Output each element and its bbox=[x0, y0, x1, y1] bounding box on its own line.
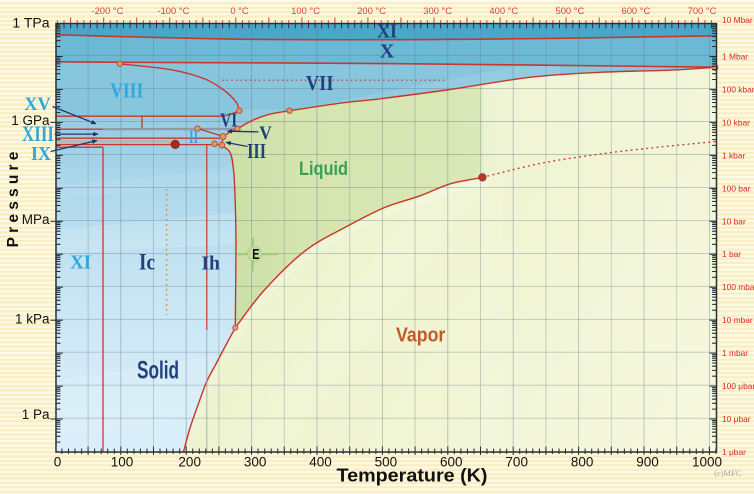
svg-text:Liquid: Liquid bbox=[299, 158, 348, 180]
svg-text:Temperature (K): Temperature (K) bbox=[337, 466, 488, 486]
svg-text:MPa: MPa bbox=[22, 212, 50, 227]
svg-text:100 bar: 100 bar bbox=[722, 183, 751, 193]
svg-text:Ih: Ih bbox=[201, 253, 220, 275]
svg-text:V: V bbox=[259, 124, 272, 144]
svg-text:Pressure: Pressure bbox=[5, 147, 22, 247]
svg-text:Ic: Ic bbox=[139, 250, 155, 275]
svg-text:1 kbar: 1 kbar bbox=[722, 150, 745, 160]
svg-text:XI: XI bbox=[377, 21, 397, 43]
svg-text:1 Mbar: 1 Mbar bbox=[722, 52, 748, 62]
svg-text:10 kbar: 10 kbar bbox=[722, 117, 750, 127]
svg-text:Solid: Solid bbox=[137, 358, 179, 385]
svg-text:200: 200 bbox=[178, 455, 201, 470]
svg-text:1 GPa: 1 GPa bbox=[11, 113, 50, 128]
svg-text:E: E bbox=[252, 247, 259, 263]
svg-text:700: 700 bbox=[505, 455, 528, 470]
svg-text:-200 °C: -200 °C bbox=[91, 5, 123, 16]
svg-text:300: 300 bbox=[244, 455, 267, 470]
svg-text:1 bar: 1 bar bbox=[722, 249, 741, 259]
svg-text:1 TPa: 1 TPa bbox=[12, 15, 49, 31]
svg-text:Vapor: Vapor bbox=[396, 325, 445, 347]
svg-text:400: 400 bbox=[309, 455, 332, 470]
svg-text:-100 °C: -100 °C bbox=[157, 5, 189, 16]
svg-text:600: 600 bbox=[440, 455, 463, 470]
svg-text:III: III bbox=[247, 139, 266, 163]
svg-text:1 Pa: 1 Pa bbox=[22, 407, 50, 422]
svg-text:900: 900 bbox=[636, 455, 659, 470]
svg-text:100 μbar: 100 μbar bbox=[722, 381, 754, 391]
svg-text:10 Mbar: 10 Mbar bbox=[722, 15, 753, 25]
svg-text:XIII: XIII bbox=[22, 121, 54, 146]
svg-text:800: 800 bbox=[571, 455, 594, 470]
svg-text:IX: IX bbox=[31, 143, 51, 165]
svg-text:VII: VII bbox=[306, 71, 334, 95]
svg-text:100 kbar: 100 kbar bbox=[722, 84, 754, 94]
svg-text:1 kPa: 1 kPa bbox=[15, 312, 50, 327]
svg-text:300 °C: 300 °C bbox=[423, 5, 452, 16]
svg-text:VI: VI bbox=[220, 111, 237, 132]
svg-text:XI: XI bbox=[70, 252, 91, 274]
svg-text:1000: 1000 bbox=[692, 455, 722, 470]
svg-text:VIII: VIII bbox=[110, 79, 143, 103]
svg-text:200 °C: 200 °C bbox=[357, 5, 386, 16]
svg-text:0 °C: 0 °C bbox=[230, 5, 249, 16]
svg-text:1 mbar: 1 mbar bbox=[722, 348, 748, 358]
svg-text:500: 500 bbox=[375, 455, 398, 470]
svg-text:XV: XV bbox=[24, 94, 51, 115]
svg-text:600 °C: 600 °C bbox=[622, 5, 651, 16]
svg-text:100 °C: 100 °C bbox=[291, 5, 320, 16]
svg-text:100: 100 bbox=[111, 455, 134, 470]
svg-text:10 bar: 10 bar bbox=[722, 216, 746, 226]
svg-text:700 °C: 700 °C bbox=[688, 5, 717, 16]
svg-text:II: II bbox=[189, 128, 198, 148]
svg-text:10 μbar: 10 μbar bbox=[722, 414, 751, 424]
svg-text:400 °C: 400 °C bbox=[489, 5, 518, 16]
svg-text:1 μbar: 1 μbar bbox=[722, 447, 746, 457]
svg-text:500 °C: 500 °C bbox=[556, 5, 585, 16]
svg-text:(c)MFC: (c)MFC bbox=[714, 468, 742, 478]
svg-text:100 mbar: 100 mbar bbox=[722, 282, 754, 292]
svg-text:0: 0 bbox=[54, 455, 62, 470]
svg-text:10 mbar: 10 mbar bbox=[722, 315, 753, 325]
svg-text:X: X bbox=[380, 41, 395, 63]
